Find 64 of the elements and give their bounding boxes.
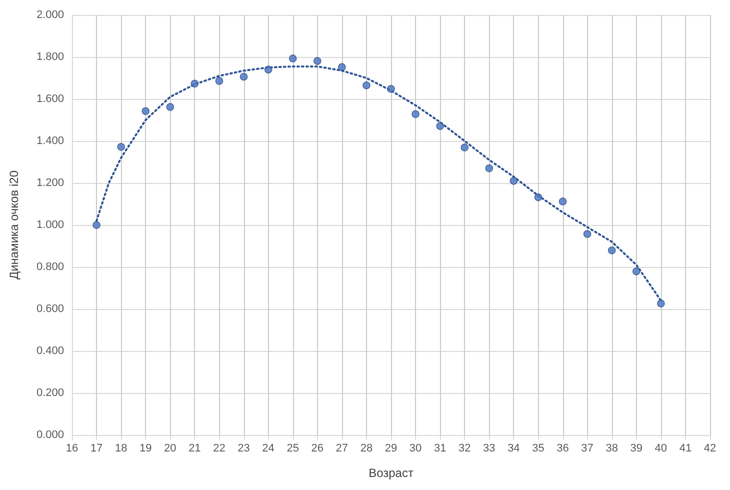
x-tick-label: 29 <box>384 442 398 454</box>
point <box>387 85 395 93</box>
point <box>338 63 346 71</box>
point <box>190 80 199 88</box>
point <box>608 246 616 254</box>
x-tick-label: 18 <box>114 442 128 454</box>
point <box>362 81 370 90</box>
x-tick-label: 16 <box>66 442 78 454</box>
x-tick-label: 20 <box>164 442 176 454</box>
x-tick-label: 22 <box>213 442 226 454</box>
x-tick-label: 19 <box>139 442 152 454</box>
point <box>142 107 150 116</box>
point <box>166 103 174 111</box>
y-tick-label: 0.600 <box>36 303 64 315</box>
x-tick-label: 24 <box>262 442 274 454</box>
point <box>313 57 322 65</box>
y-tick-label: 0.000 <box>36 429 64 441</box>
y-tick-label: 0.200 <box>36 387 64 399</box>
point <box>240 72 248 81</box>
x-tick-label: 28 <box>360 442 373 454</box>
point <box>657 300 665 308</box>
y-axis-title: Динамика очков i20 <box>7 170 21 280</box>
y-tick-label: 1.400 <box>36 135 64 147</box>
x-tick-label: 32 <box>458 442 471 454</box>
x-tick-label: 33 <box>483 442 496 454</box>
x-tick-label: 38 <box>606 442 618 454</box>
point <box>264 66 272 74</box>
point <box>117 142 125 151</box>
x-tick-label: 17 <box>90 442 103 454</box>
point <box>583 230 592 238</box>
point <box>92 221 100 229</box>
point <box>215 77 224 85</box>
y-tick-label: 2.000 <box>36 9 64 21</box>
point <box>485 164 494 172</box>
x-tick-label: 41 <box>679 442 692 454</box>
x-tick-label: 27 <box>336 442 348 454</box>
y-tick-label: 1.600 <box>36 93 64 105</box>
x-tick-label: 35 <box>532 442 544 454</box>
x-tick-label: 42 <box>704 442 716 454</box>
x-tick-label: 25 <box>286 442 299 454</box>
x-axis-title: Возраст <box>368 466 414 480</box>
point <box>460 144 469 152</box>
point <box>534 193 542 202</box>
x-tick-label: 39 <box>630 442 643 454</box>
point <box>558 198 567 206</box>
point <box>436 122 444 130</box>
point <box>510 177 518 185</box>
y-tick-label: 1.800 <box>36 51 64 63</box>
point <box>412 110 420 118</box>
y-tick-label: 0.400 <box>36 345 64 357</box>
x-tick-label: 26 <box>311 442 324 454</box>
x-tick-label: 37 <box>581 442 594 454</box>
x-tick-label: 31 <box>434 442 446 454</box>
x-tick-label: 40 <box>654 442 668 454</box>
y-tick-label: 0.800 <box>36 261 64 273</box>
point <box>288 54 297 62</box>
x-tick-label: 34 <box>508 442 520 454</box>
y-tick-label: 1.200 <box>36 177 64 189</box>
point <box>632 268 640 276</box>
y-tick-label: 1.000 <box>36 219 64 231</box>
x-tick-label: 30 <box>409 442 422 454</box>
x-tick-label: 21 <box>188 442 201 454</box>
x-tick-label: 36 <box>556 442 569 454</box>
x-tick-label: 23 <box>238 442 250 454</box>
